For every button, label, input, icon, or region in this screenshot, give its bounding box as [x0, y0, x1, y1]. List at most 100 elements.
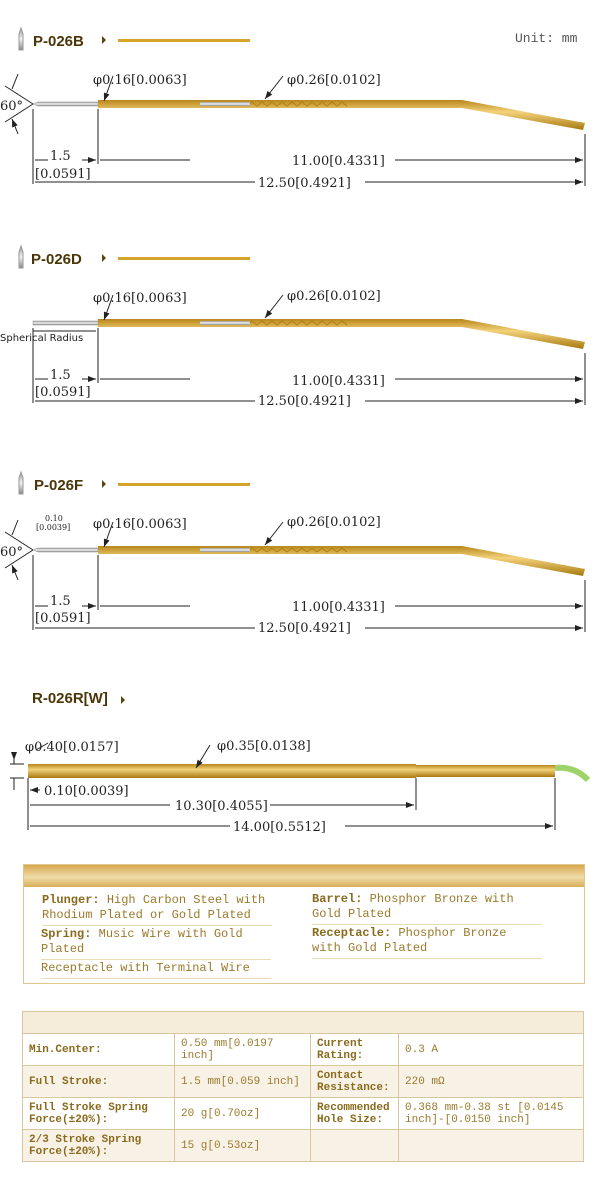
- probe-b-labels: φ0.16[0.0063] φ0.26[0.0102] 60° 1.5 [0.0…: [0, 73, 385, 191]
- probe-icon: [18, 26, 24, 51]
- plunger-inner: [200, 321, 250, 325]
- specs-header: [22, 1011, 584, 1034]
- leader: [264, 521, 284, 546]
- dim-plunger-inch: [0.0591]: [35, 385, 91, 400]
- dim-barrel: 11.00[0.4331]: [292, 600, 385, 615]
- dim-total: 12.50[0.4921]: [258, 394, 351, 409]
- angle-arrows: [12, 519, 18, 581]
- probe-title: R-026R[W]: [32, 690, 108, 707]
- probe-icon: [18, 244, 24, 269]
- spec-value: 220 mΩ: [398, 1065, 584, 1098]
- probe-thumbnail: [118, 483, 250, 486]
- tip-flat-inch: [0.0039]: [36, 523, 70, 532]
- spec-value: 0.368 mm-0.38 st [0.0145 inch]-[0.0150 i…: [398, 1097, 584, 1130]
- receptacle-drawing: φ0.40[0.0157] φ0.35[0.0138] 0.10[0.0039]…: [10, 739, 591, 835]
- leader: [264, 75, 284, 100]
- spec-label: Current Rating:: [310, 1033, 399, 1066]
- barrel-diameter: φ0.26[0.0102]: [287, 515, 381, 530]
- arrow-right-icon: [102, 36, 106, 44]
- spring: [249, 101, 348, 107]
- receptacle-tail: [416, 765, 555, 777]
- spec-row: Full Stroke Spring Force(±20%): 20 g[0.70…: [22, 1097, 584, 1130]
- arrow-right-icon: [102, 480, 106, 488]
- leader: [103, 521, 114, 548]
- dim-plunger: 1.5: [50, 149, 71, 164]
- plunger: [32, 547, 99, 553]
- barrel-diameter: φ0.26[0.0102]: [287, 73, 381, 88]
- tip-angle: 60°: [0, 99, 23, 114]
- leader: [103, 75, 114, 102]
- plunger-diameter: φ0.16[0.0063]: [93, 291, 187, 306]
- plunger-inner: [200, 548, 250, 552]
- probe-thumbnail: [118, 39, 250, 42]
- dim-total: 12.50[0.4921]: [258, 621, 351, 636]
- arrow-right-icon: [102, 254, 106, 262]
- angle-arrows: [12, 73, 18, 135]
- tip-flat: 0.10: [45, 514, 63, 523]
- spec-label: [310, 1129, 399, 1162]
- spec-value: 0.3 A: [398, 1033, 584, 1066]
- spec-label: 2/3 Stroke Spring Force(±20%):: [22, 1129, 175, 1162]
- receptacle-body: [28, 764, 416, 778]
- dim-barrel: 11.00[0.4331]: [292, 154, 385, 169]
- materials-header: [24, 865, 584, 887]
- probe-d-labels: φ0.16[0.0063] φ0.26[0.0102] Spherical Ra…: [0, 289, 385, 409]
- dim-plunger: 1.5: [50, 368, 71, 383]
- spec-value: 1.5 mm[0.059 inch]: [174, 1065, 311, 1098]
- spring: [249, 547, 348, 553]
- plunger-inner: [200, 102, 250, 106]
- probe-thumbnail: [118, 257, 250, 260]
- barrel: [98, 546, 585, 576]
- spec-label: Recommended Hole Size:: [310, 1097, 399, 1130]
- plunger: [32, 320, 99, 326]
- dim-body: 10.30[0.4055]: [175, 799, 268, 814]
- leader: [103, 294, 114, 321]
- dim-total: 14.00[0.5512]: [233, 820, 326, 835]
- dim-total: 12.50[0.4921]: [258, 176, 351, 191]
- receptacle-note: Receptacle with Terminal Wire: [41, 961, 271, 979]
- dim-plunger-inch: [0.0591]: [35, 167, 91, 182]
- spec-label: Contact Resistance:: [310, 1065, 399, 1098]
- material-barrel: Barrel: Phosphor Bronze with Gold Plated: [312, 892, 542, 925]
- spring: [249, 320, 348, 326]
- head-diameter: φ0.40[0.0157]: [25, 740, 119, 755]
- spec-row: Min.Center: 0.50 mm[0.0197 inch] Current R…: [22, 1033, 584, 1066]
- dim-barrel: 11.00[0.4331]: [292, 374, 385, 389]
- probe-title: P-026B: [33, 33, 84, 50]
- materials-box: Plunger: High Carbon Steel with Rhodium …: [23, 864, 585, 984]
- spec-value: 20 g[0.70oz]: [174, 1097, 311, 1130]
- dim-plunger-inch: [0.0591]: [35, 611, 91, 626]
- probe-title: P-026F: [34, 477, 84, 494]
- spec-row: 2/3 Stroke Spring Force(±20%): 15 g[0.53o…: [22, 1129, 584, 1162]
- barrel: [98, 100, 585, 130]
- material-plunger: Plunger: High Carbon Steel with Rhodium …: [42, 893, 272, 926]
- dim-plunger: 1.5: [50, 594, 71, 609]
- leader: [264, 294, 284, 319]
- tip-angle: 60°: [0, 545, 23, 560]
- material-receptacle: Receptacle: Phosphor Bronze with Gold Pl…: [312, 926, 542, 959]
- barrel: [98, 319, 585, 349]
- spec-value: 15 g[0.53oz]: [174, 1129, 311, 1162]
- plunger: [32, 101, 99, 107]
- spec-value: [398, 1129, 584, 1162]
- plunger-diameter: φ0.16[0.0063]: [93, 73, 187, 88]
- spec-row: Full Stroke: 1.5 mm[0.059 inch] Contact Re…: [22, 1065, 584, 1098]
- spec-value: 0.50 mm[0.0197 inch]: [174, 1033, 311, 1066]
- probe-title: P-026D: [31, 251, 82, 268]
- spec-label: Full Stroke Spring Force(±20%):: [22, 1097, 175, 1130]
- plunger-diameter: φ0.16[0.0063]: [93, 517, 187, 532]
- specs-table: Min.Center: 0.50 mm[0.0197 inch] Current R…: [22, 1011, 584, 1162]
- material-spring: Spring: Music Wire with Gold Plated: [41, 927, 271, 960]
- terminal-wire: [554, 764, 591, 783]
- unit-label: Unit: mm: [515, 31, 578, 46]
- barrel-diameter: φ0.26[0.0102]: [287, 289, 381, 304]
- arrow-right-icon: [121, 696, 125, 704]
- drawings: φ0.16[0.0063] φ0.26[0.0102] 60° 1.5 [0.0…: [0, 26, 600, 835]
- body-diameter: φ0.35[0.0138]: [217, 739, 311, 754]
- extension-lines: [32, 109, 586, 186]
- spec-label: Min.Center:: [22, 1033, 175, 1066]
- spec-label: Full Stroke:: [22, 1065, 175, 1098]
- probe-f-labels: 0.10 [0.0039] φ0.16[0.0063] φ0.26[0.0102…: [0, 514, 385, 636]
- head-length: 0.10[0.0039]: [44, 784, 129, 799]
